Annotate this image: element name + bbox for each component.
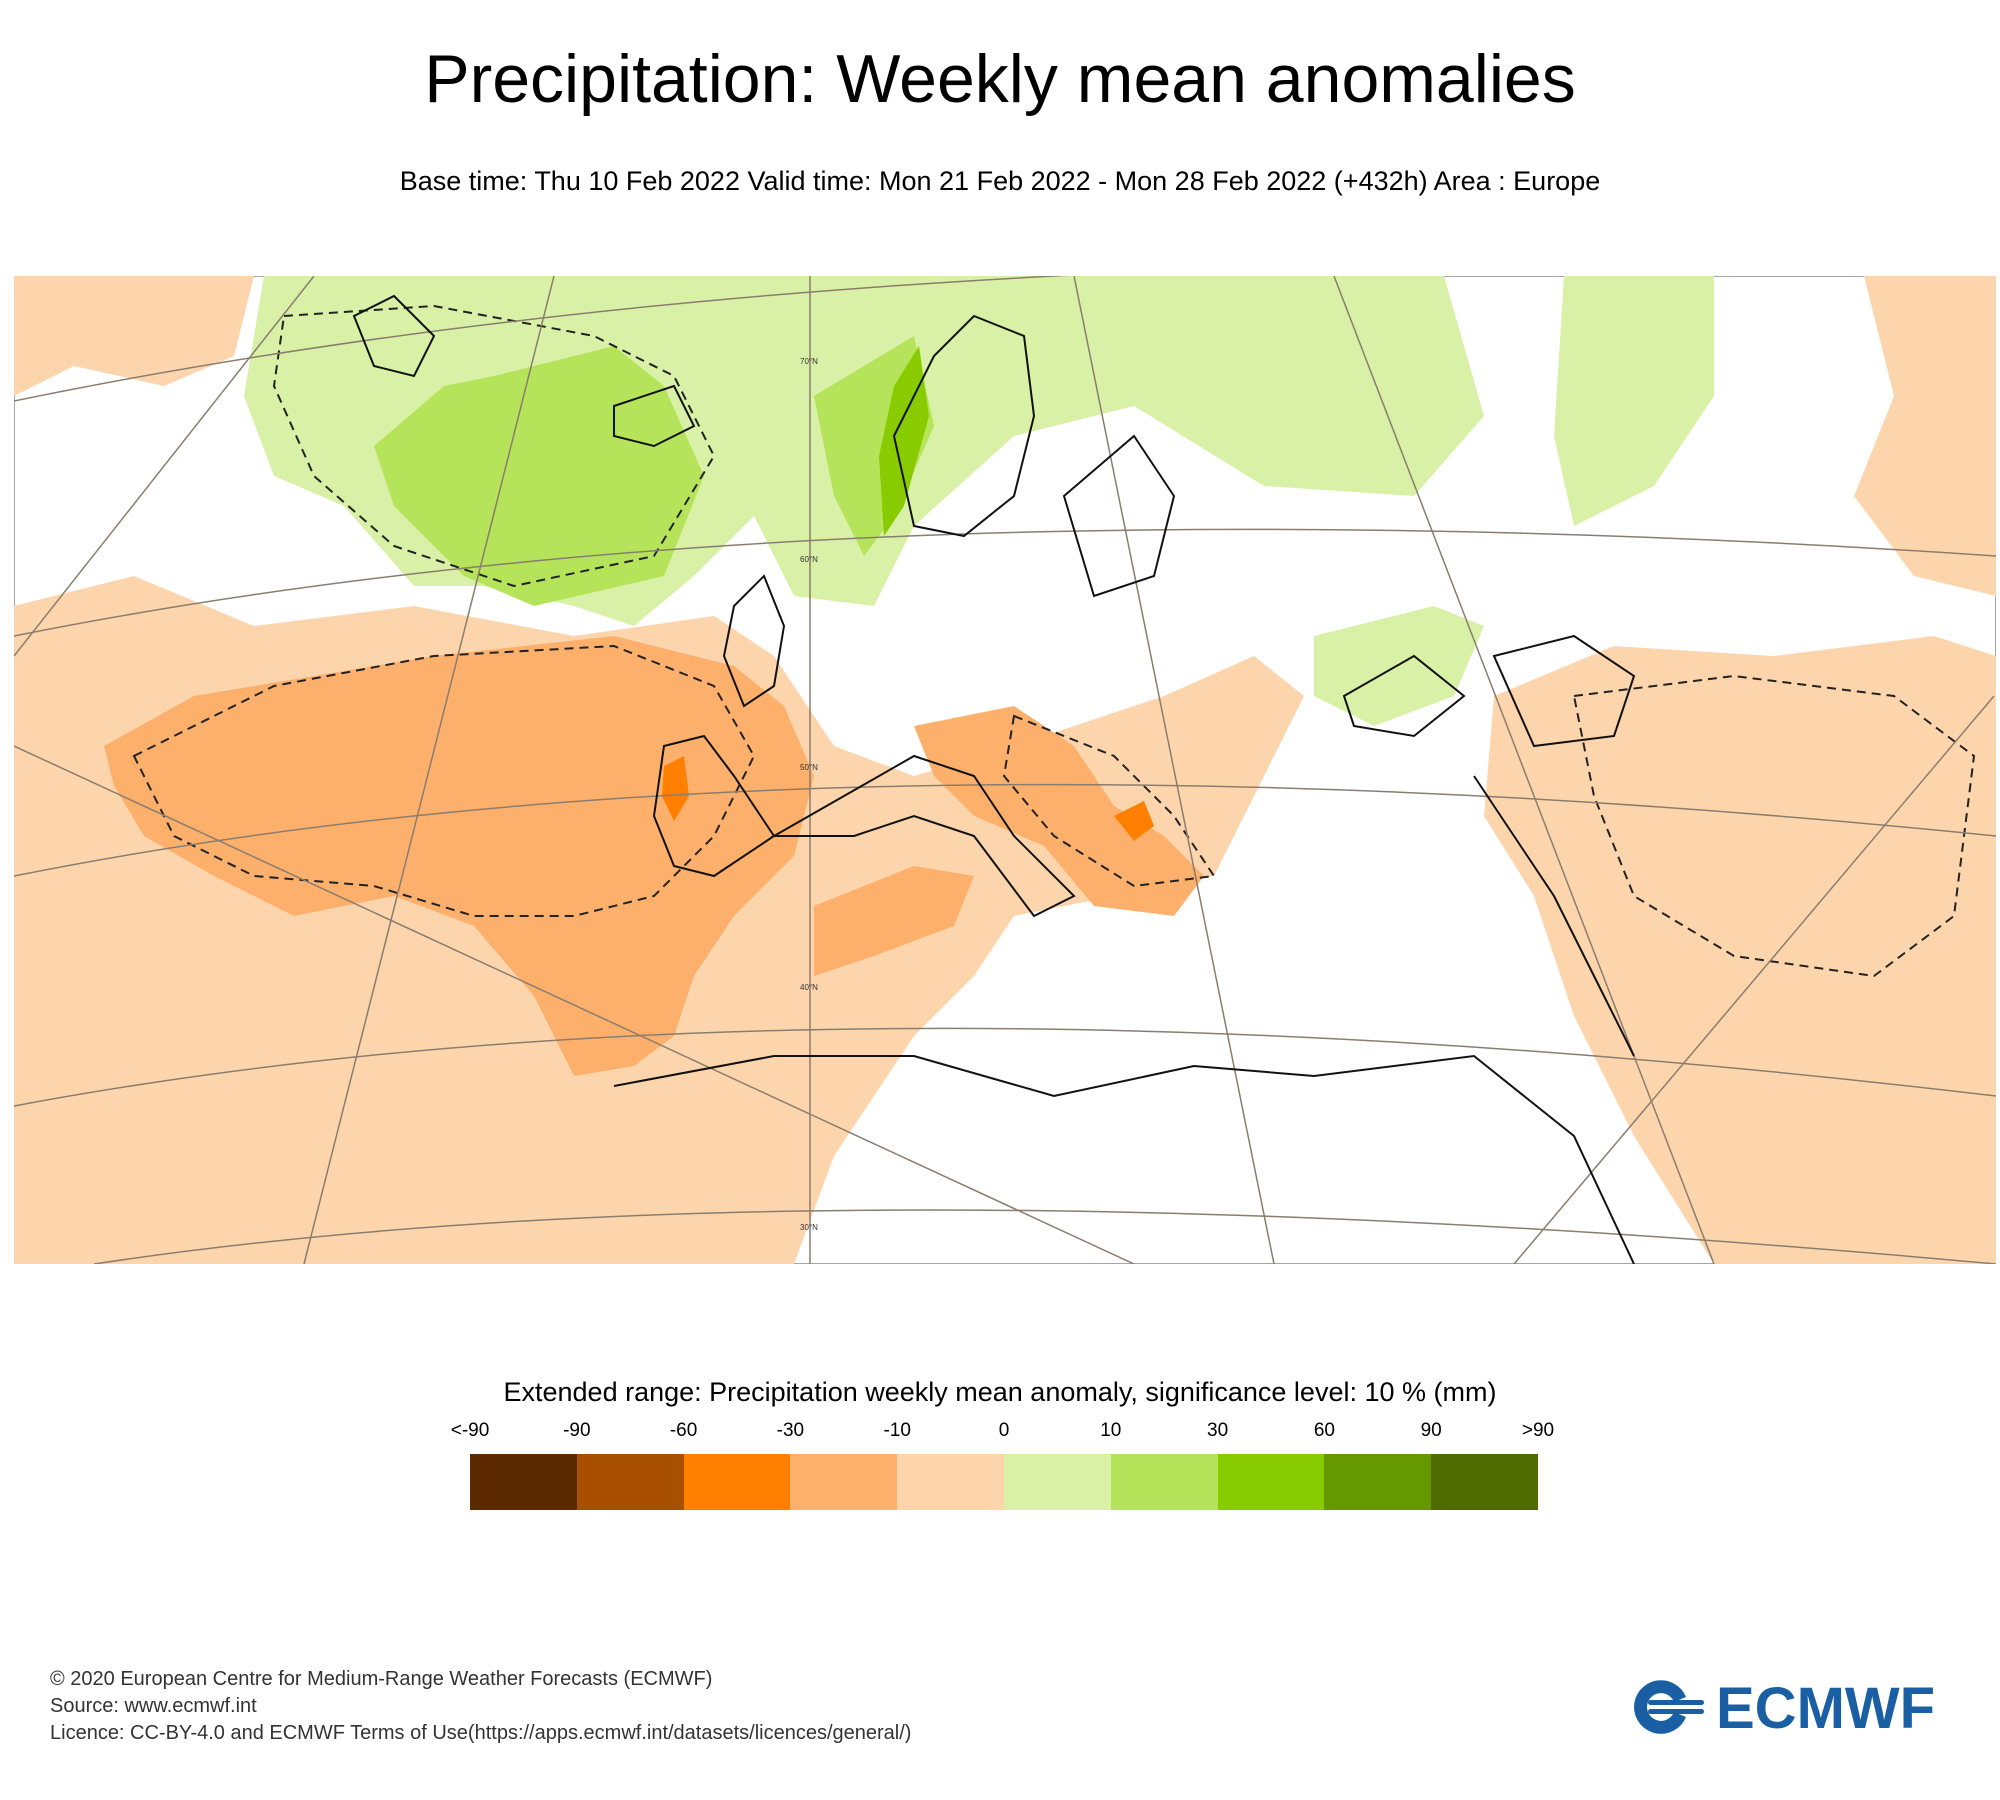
positive-anomaly-layer bbox=[244, 276, 1714, 726]
footer-credits: © 2020 European Centre for Medium-Range … bbox=[50, 1666, 911, 1747]
anomaly-minus60-minus30-portugal bbox=[662, 756, 689, 821]
negative-anomaly-layer bbox=[14, 276, 1996, 1264]
anomaly-minus60-minus30-balkans bbox=[1114, 801, 1154, 841]
legend-swatch-3 bbox=[790, 1454, 898, 1510]
legend-tick-label: >90 bbox=[1521, 1420, 1555, 1441]
legend-swatch-2 bbox=[683, 1454, 791, 1510]
legend-swatch-8 bbox=[1324, 1454, 1432, 1510]
legend-swatch-9 bbox=[1431, 1454, 1538, 1510]
ecmwf-logo: ECMWF bbox=[1628, 1672, 1968, 1742]
anomaly-minus10-0-nw bbox=[14, 276, 254, 396]
logo-wordmark: ECMWF bbox=[1716, 1676, 1935, 1741]
legend-colorbar bbox=[470, 1454, 1538, 1510]
legend-tick-label: -60 bbox=[669, 1420, 698, 1441]
latitude-label-60: 60°N bbox=[800, 555, 818, 564]
legend-swatch-0 bbox=[470, 1454, 577, 1510]
anomaly-minus10-0-east bbox=[1484, 636, 1996, 1264]
coastlines bbox=[352, 294, 1636, 1264]
latitude-label-70: 70°N bbox=[800, 357, 818, 366]
anomaly-30-60-norway-coast bbox=[879, 346, 929, 536]
precipitation-map: 70°N 60°N 50°N 40°N 30°N bbox=[14, 276, 1996, 1264]
legend-tick-label: -90 bbox=[563, 1420, 591, 1441]
latitude-label-30: 30°N bbox=[800, 1223, 818, 1232]
anomaly-minus30-minus10-med bbox=[914, 706, 1204, 916]
legend-tick-label: -30 bbox=[776, 1420, 805, 1441]
chart-title: Precipitation: Weekly mean anomalies bbox=[424, 41, 1576, 117]
latitude-labels: 70°N 60°N 50°N 40°N 30°N bbox=[800, 357, 818, 1232]
legend-swatch-6 bbox=[1110, 1454, 1218, 1510]
source-text: Source: www.ecmwf.int bbox=[50, 1695, 257, 1717]
legend-tick-label: <-90 bbox=[450, 1420, 490, 1441]
anomaly-0-10-ukraine bbox=[1314, 606, 1484, 726]
legend-ticks: <-90 -90 -60 -30 -10 0 10 30 60 90 >90 bbox=[451, 1420, 1554, 1442]
anomaly-10-30-atlantic bbox=[374, 346, 704, 606]
anomaly-0-10-ural bbox=[1554, 276, 1714, 526]
legend-tick-label: 10 bbox=[1100, 1420, 1122, 1441]
legend-tick-label: -10 bbox=[883, 1420, 911, 1441]
latitude-label-40: 40°N bbox=[800, 983, 818, 992]
legend-tick-label: 0 bbox=[998, 1420, 1010, 1441]
legend-tick-label: 60 bbox=[1313, 1420, 1335, 1441]
licence-text: Licence: CC-BY-4.0 and ECMWF Terms of Us… bbox=[50, 1722, 912, 1744]
anomaly-minus30-minus10-africa bbox=[814, 866, 974, 976]
latitude-label-50: 50°N bbox=[800, 763, 818, 772]
graticule bbox=[14, 276, 1996, 1264]
anomaly-minus30-minus10-iberia bbox=[104, 636, 814, 1076]
legend-title: Extended range: Precipitation weekly mea… bbox=[503, 1377, 1497, 1407]
copyright-text: © 2020 European Centre for Medium-Range … bbox=[50, 1668, 713, 1690]
legend-swatch-1 bbox=[576, 1454, 684, 1510]
legend-tick-label: 90 bbox=[1420, 1420, 1442, 1441]
legend-swatch-4 bbox=[897, 1454, 1004, 1510]
legend-swatch-7 bbox=[1217, 1454, 1325, 1510]
legend-tick-label: 30 bbox=[1207, 1420, 1229, 1441]
legend-swatch-5 bbox=[1003, 1454, 1111, 1510]
chart-subtitle: Base time: Thu 10 Feb 2022 Valid time: M… bbox=[399, 166, 1601, 196]
anomaly-minus10-0-ne bbox=[1854, 276, 1996, 596]
